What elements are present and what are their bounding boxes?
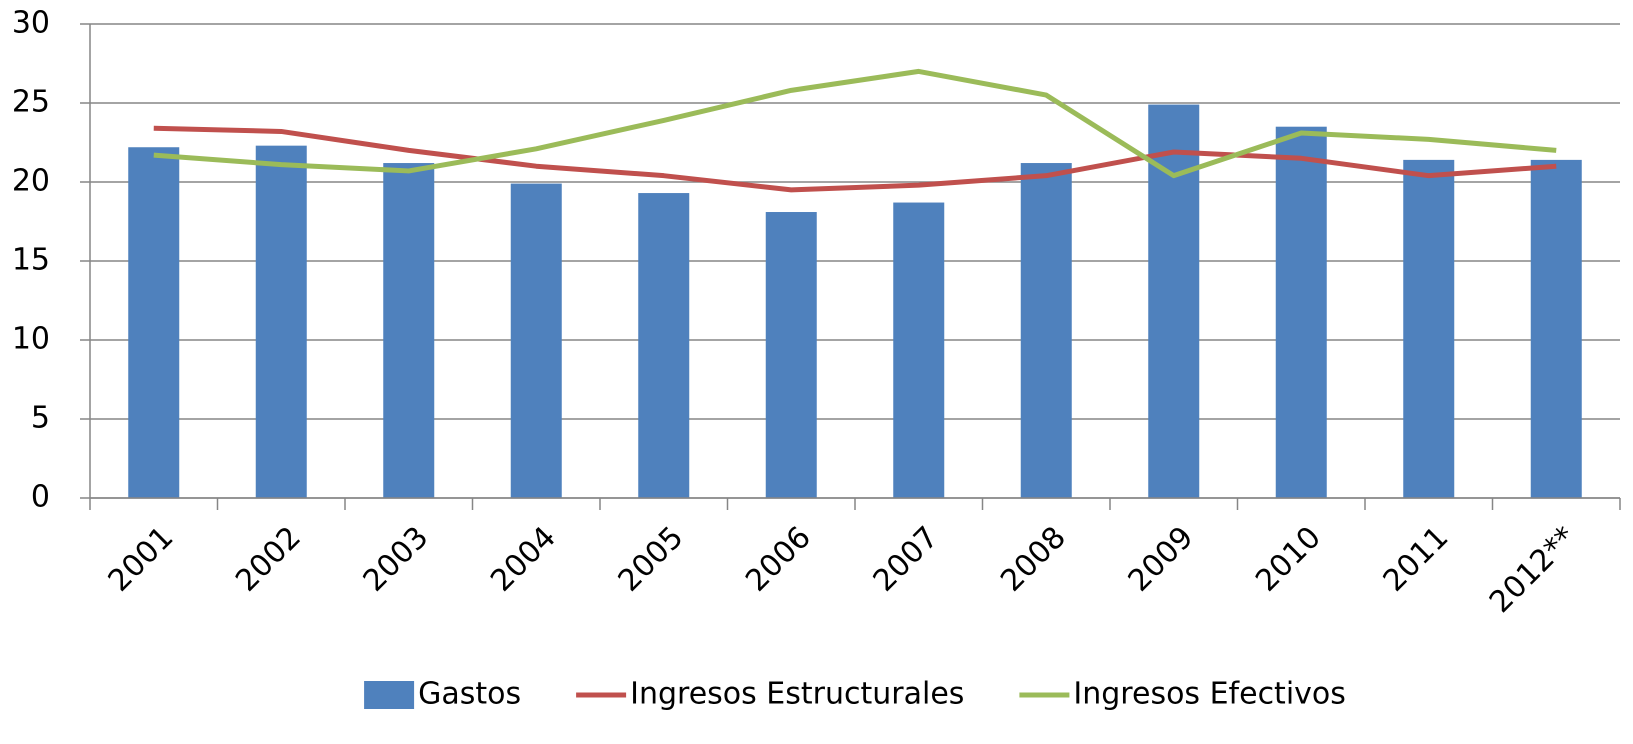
- legend-swatch: [364, 681, 415, 709]
- x-tick-label: 2008: [994, 520, 1073, 599]
- legend-label: Gastos: [418, 677, 521, 712]
- legend-label: Ingresos Efectivos: [1073, 677, 1346, 712]
- x-tick-label: 2007: [867, 520, 946, 599]
- bar: [1020, 163, 1072, 499]
- bar: [383, 163, 435, 499]
- legend: Gastos Ingresos Estructurales Ingresos Efe…: [364, 677, 1346, 712]
- x-tick-label: 2006: [739, 520, 818, 599]
- bar: [128, 147, 180, 499]
- y-tick-label: 15: [12, 243, 50, 278]
- bar: [255, 145, 307, 498]
- x-tick-label: 2012**: [1483, 520, 1583, 620]
- y-tick-label: 25: [12, 85, 50, 120]
- x-tick-label: 2005: [612, 520, 691, 599]
- y-tick-label: 20: [12, 164, 50, 199]
- bar: [1275, 126, 1327, 498]
- line: [153, 125, 1557, 193]
- y-tick-label: 30: [12, 6, 50, 41]
- x-tick-label: 2004: [484, 520, 563, 599]
- y-tick-label: 10: [12, 322, 50, 357]
- bar: [638, 193, 690, 498]
- bar: [765, 212, 817, 498]
- bar: [510, 183, 562, 498]
- x-tick-label: 2010: [1249, 520, 1328, 599]
- x-tick-label: 2001: [102, 520, 181, 599]
- legend-label: Ingresos Estructurales: [630, 677, 964, 712]
- bar: [1403, 159, 1455, 498]
- bar: [893, 202, 945, 499]
- x-tick-label: 2011: [1377, 520, 1456, 599]
- x-tick-label: 2002: [229, 520, 308, 599]
- x-tick-label: 2003: [357, 520, 436, 599]
- y-tick-label: 5: [31, 401, 50, 436]
- x-tick-label: 2009: [1122, 520, 1201, 599]
- y-tick-label: 0: [31, 480, 50, 515]
- line: [153, 68, 1557, 179]
- bar: [1530, 159, 1582, 498]
